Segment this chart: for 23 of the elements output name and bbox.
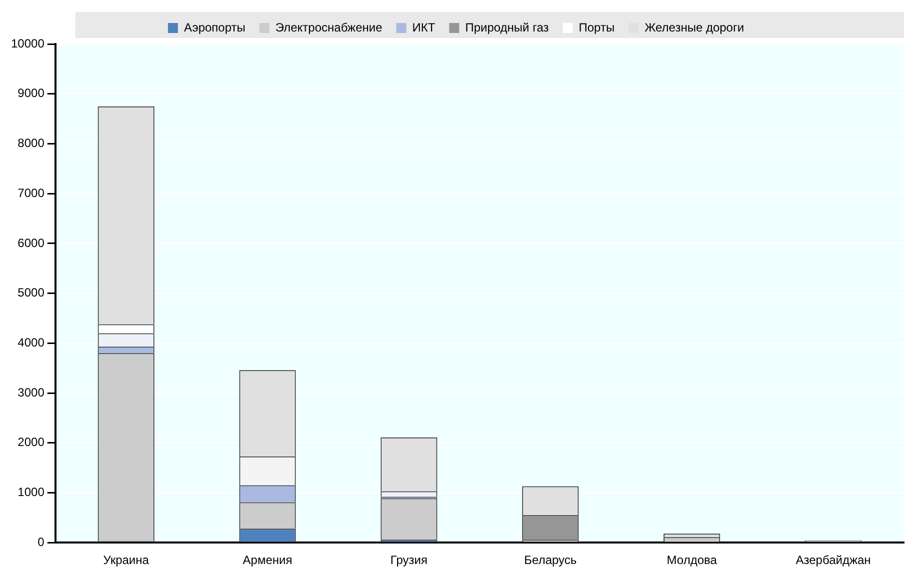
legend-label: Железные дороги [644, 20, 744, 34]
x-tick-label: Беларусь [524, 553, 577, 568]
legend-label: Электроснабжение [275, 20, 383, 34]
y-tick-label: 3000 [18, 385, 45, 400]
y-tick-label: 5000 [18, 286, 45, 300]
x-tick-label: Молдова [666, 553, 718, 568]
x-tick-label: Украина [103, 553, 150, 568]
y-tick-label: 10000 [10, 36, 45, 50]
y-tick-label: 9000 [18, 86, 45, 100]
legend-label: Природный газ [465, 20, 550, 34]
x-tick-label: Азербайджан [796, 553, 871, 568]
y-tick-label: 8000 [18, 136, 45, 150]
y-tick-label: 6000 [18, 236, 45, 250]
y-tick-label: 0 [38, 534, 45, 549]
y-tick-label: 7000 [18, 186, 45, 200]
y-tick-label: 4000 [18, 335, 45, 350]
legend-label: ИКТ [412, 20, 436, 34]
x-tick-label: Армения [242, 553, 292, 568]
x-tick-label: Грузия [390, 553, 428, 568]
legend-label: Аэропорты [184, 20, 246, 34]
y-tick-label: 1000 [18, 485, 45, 500]
y-tick-label: 2000 [18, 435, 45, 450]
legend-label: Порты [578, 20, 615, 34]
